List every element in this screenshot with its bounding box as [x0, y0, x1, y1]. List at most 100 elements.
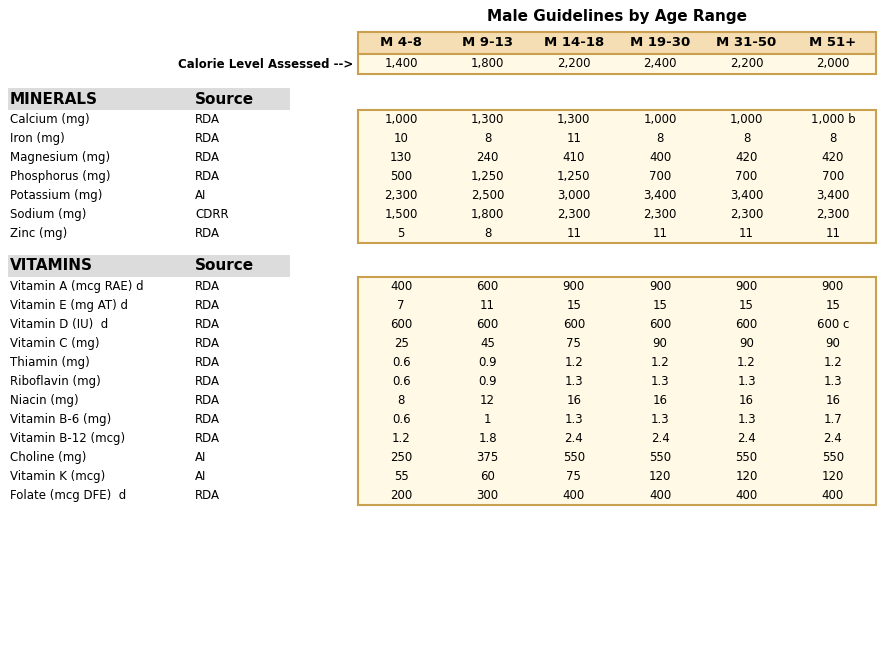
Text: 1.3: 1.3	[737, 375, 756, 388]
Text: 410: 410	[562, 151, 585, 164]
Text: 1,250: 1,250	[471, 170, 504, 183]
Text: 16: 16	[567, 394, 582, 407]
Text: M 4-8: M 4-8	[380, 37, 423, 49]
Text: M 51+: M 51+	[809, 37, 857, 49]
Text: 1.2: 1.2	[392, 432, 410, 445]
Text: 16: 16	[739, 394, 754, 407]
Text: 1.3: 1.3	[737, 413, 756, 426]
Text: 2.4: 2.4	[565, 432, 583, 445]
Text: RDA: RDA	[195, 394, 220, 407]
Text: RDA: RDA	[195, 151, 220, 164]
Text: 11: 11	[567, 227, 582, 240]
Text: 250: 250	[390, 451, 412, 464]
Text: 15: 15	[652, 299, 667, 312]
Text: 400: 400	[822, 489, 844, 502]
Text: 8: 8	[657, 132, 664, 145]
Text: 55: 55	[393, 470, 408, 483]
Text: 15: 15	[567, 299, 582, 312]
Text: Vitamin B-12 (mcg): Vitamin B-12 (mcg)	[10, 432, 126, 445]
Text: 11: 11	[826, 227, 841, 240]
Text: 420: 420	[821, 151, 844, 164]
Text: 400: 400	[390, 280, 412, 293]
Text: RDA: RDA	[195, 299, 220, 312]
Text: RDA: RDA	[195, 413, 220, 426]
Text: 200: 200	[390, 489, 412, 502]
Text: RDA: RDA	[195, 337, 220, 350]
Text: 7: 7	[398, 299, 405, 312]
Text: 1.3: 1.3	[824, 375, 842, 388]
Text: 600: 600	[649, 318, 671, 331]
Text: 1,800: 1,800	[471, 208, 504, 221]
Text: Vitamin B-6 (mg): Vitamin B-6 (mg)	[10, 413, 111, 426]
Text: 8: 8	[829, 132, 836, 145]
Text: RDA: RDA	[195, 113, 220, 126]
Text: M 19-30: M 19-30	[630, 37, 690, 49]
Text: 75: 75	[567, 470, 582, 483]
Text: 900: 900	[822, 280, 844, 293]
Text: 120: 120	[735, 470, 758, 483]
Text: 11: 11	[567, 132, 582, 145]
Text: Zinc (mg): Zinc (mg)	[10, 227, 67, 240]
Text: RDA: RDA	[195, 375, 220, 388]
Text: 2,500: 2,500	[471, 189, 504, 202]
Text: 1,000: 1,000	[385, 113, 418, 126]
Text: 1,300: 1,300	[557, 113, 591, 126]
Text: 420: 420	[735, 151, 758, 164]
Text: Choline (mg): Choline (mg)	[10, 451, 87, 464]
Text: 400: 400	[735, 489, 758, 502]
Text: 700: 700	[735, 170, 758, 183]
Text: 25: 25	[393, 337, 408, 350]
Text: 8: 8	[743, 132, 751, 145]
Text: 16: 16	[826, 394, 841, 407]
Text: Magnesium (mg): Magnesium (mg)	[10, 151, 111, 164]
Text: 120: 120	[649, 470, 671, 483]
Text: 11: 11	[652, 227, 667, 240]
Text: 5: 5	[398, 227, 405, 240]
Text: 11: 11	[480, 299, 495, 312]
Text: 45: 45	[480, 337, 495, 350]
Text: M 31-50: M 31-50	[716, 37, 777, 49]
Text: 600: 600	[476, 280, 499, 293]
Text: RDA: RDA	[195, 227, 220, 240]
Text: M 9-13: M 9-13	[462, 37, 513, 49]
Text: 10: 10	[393, 132, 408, 145]
Text: 1,000: 1,000	[730, 113, 763, 126]
Text: 120: 120	[821, 470, 844, 483]
Text: 1,000: 1,000	[644, 113, 677, 126]
Bar	[358, 54, 876, 74]
Text: 2,300: 2,300	[730, 208, 763, 221]
Text: 75: 75	[567, 337, 582, 350]
Text: Source: Source	[195, 91, 254, 106]
Text: 550: 550	[822, 451, 844, 464]
Text: 2,200: 2,200	[557, 58, 591, 70]
Text: 600: 600	[563, 318, 585, 331]
Text: 1.3: 1.3	[651, 413, 669, 426]
Text: 600 c: 600 c	[817, 318, 849, 331]
Text: 500: 500	[390, 170, 412, 183]
Text: 15: 15	[739, 299, 754, 312]
Bar	[358, 110, 876, 243]
Text: 0.9: 0.9	[478, 356, 497, 369]
Text: RDA: RDA	[195, 170, 220, 183]
Text: 1.2: 1.2	[737, 356, 756, 369]
Text: 550: 550	[735, 451, 758, 464]
Text: 130: 130	[390, 151, 412, 164]
Text: Sodium (mg): Sodium (mg)	[10, 208, 87, 221]
Text: 90: 90	[652, 337, 667, 350]
Text: 300: 300	[476, 489, 499, 502]
Text: RDA: RDA	[195, 356, 220, 369]
Text: 1,300: 1,300	[471, 113, 504, 126]
Text: Source: Source	[195, 258, 254, 273]
Text: Vitamin A (mcg RAE) d: Vitamin A (mcg RAE) d	[10, 280, 143, 293]
Text: Niacin (mg): Niacin (mg)	[10, 394, 79, 407]
Text: Vitamin D (IU)  d: Vitamin D (IU) d	[10, 318, 108, 331]
Text: 1.3: 1.3	[565, 375, 583, 388]
Text: 600: 600	[735, 318, 758, 331]
Text: 8: 8	[484, 132, 492, 145]
Text: 1.8: 1.8	[478, 432, 497, 445]
Text: 90: 90	[739, 337, 754, 350]
Text: 700: 700	[822, 170, 844, 183]
Text: 0.6: 0.6	[392, 356, 410, 369]
Text: AI: AI	[195, 451, 206, 464]
Text: 2.4: 2.4	[651, 432, 669, 445]
